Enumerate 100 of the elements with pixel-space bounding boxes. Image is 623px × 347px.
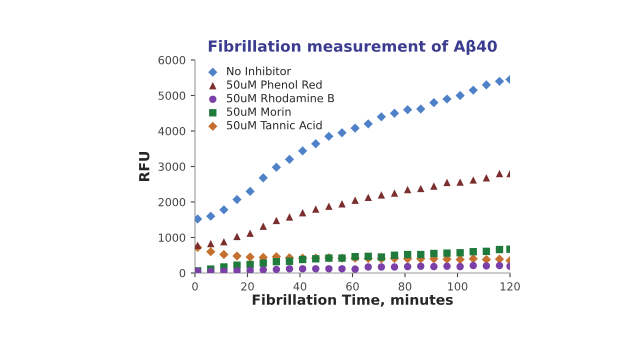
y-tick-label: 1000 — [158, 233, 186, 242]
point — [390, 108, 400, 118]
point — [298, 256, 306, 264]
x-axis-title: Fibrillation Time, minutes — [252, 294, 453, 307]
point — [286, 258, 294, 265]
chart-title: Fibrillation measurement of Aβ40 — [208, 40, 497, 55]
point — [311, 139, 320, 148]
point — [258, 173, 268, 182]
point — [298, 208, 306, 216]
point — [286, 213, 294, 221]
point — [272, 258, 280, 266]
point — [482, 174, 490, 182]
point — [378, 191, 386, 199]
point — [430, 250, 438, 258]
point — [468, 86, 478, 95]
point — [206, 212, 216, 221]
point — [494, 76, 504, 86]
point — [496, 246, 504, 254]
point — [325, 202, 333, 210]
point — [364, 194, 372, 202]
point — [364, 263, 372, 271]
x-tick-label: 0 — [192, 282, 198, 291]
point — [351, 252, 359, 260]
point — [390, 263, 398, 271]
point — [298, 265, 306, 272]
point — [207, 240, 214, 248]
point — [286, 265, 294, 272]
point — [260, 266, 267, 273]
point — [338, 200, 346, 208]
point — [233, 267, 241, 273]
point — [416, 104, 426, 114]
x-tick-label: 80 — [398, 282, 412, 291]
x-tick-label: 40 — [293, 282, 306, 291]
point — [443, 262, 451, 270]
point — [496, 170, 504, 178]
point — [404, 262, 412, 270]
x-tick-label: 120 — [500, 282, 520, 291]
point — [246, 252, 255, 262]
y-axis-title: RFU — [139, 152, 150, 181]
point — [272, 216, 280, 224]
y-tick-label: 4000 — [158, 126, 186, 136]
point — [364, 252, 372, 260]
point — [390, 252, 398, 259]
point — [324, 132, 334, 141]
point — [430, 182, 438, 190]
point — [417, 262, 424, 270]
y-tick-label: 5000 — [158, 91, 186, 100]
point — [378, 253, 386, 261]
point — [482, 80, 491, 90]
point — [470, 262, 477, 270]
point — [206, 247, 216, 256]
point — [312, 205, 320, 213]
point — [337, 128, 347, 138]
x-tick-label: 20 — [241, 282, 254, 291]
x-tick-label: 60 — [346, 282, 359, 291]
point — [482, 248, 490, 256]
point — [390, 189, 398, 197]
point — [260, 222, 267, 230]
point — [312, 265, 320, 272]
point — [233, 232, 241, 240]
point — [232, 194, 242, 204]
point — [482, 262, 490, 270]
point — [272, 162, 281, 172]
legend-label: No Inhibitor — [227, 66, 292, 76]
point — [429, 98, 438, 108]
point — [232, 251, 242, 261]
point — [195, 242, 202, 249]
point — [443, 178, 451, 186]
point — [246, 230, 254, 237]
point — [246, 260, 254, 268]
point — [325, 265, 333, 272]
legend-label: 50uM Rhodamine B — [226, 94, 334, 102]
point — [351, 196, 359, 204]
legend-label: 50uM Tannic Acid — [226, 120, 322, 130]
point — [220, 238, 228, 246]
point — [284, 154, 294, 164]
point — [456, 262, 464, 270]
legend-label: 50uM Phenol Red — [226, 80, 322, 89]
point — [260, 259, 267, 267]
point — [298, 146, 308, 156]
y-tick-label: 2000 — [158, 198, 186, 206]
point — [376, 112, 386, 122]
point — [470, 248, 477, 256]
point — [246, 266, 254, 273]
point — [468, 254, 478, 264]
y-tick-label: 3000 — [158, 162, 186, 171]
point — [404, 250, 412, 258]
point — [470, 176, 477, 184]
legend-label: 50uM Morin — [226, 107, 291, 116]
point — [430, 262, 438, 270]
point — [496, 262, 504, 270]
point — [351, 265, 359, 273]
point — [417, 184, 424, 192]
point — [404, 186, 412, 194]
point — [456, 90, 465, 100]
point — [443, 249, 451, 257]
point — [456, 249, 464, 256]
point — [442, 94, 452, 104]
point — [417, 250, 424, 258]
point — [364, 119, 373, 129]
